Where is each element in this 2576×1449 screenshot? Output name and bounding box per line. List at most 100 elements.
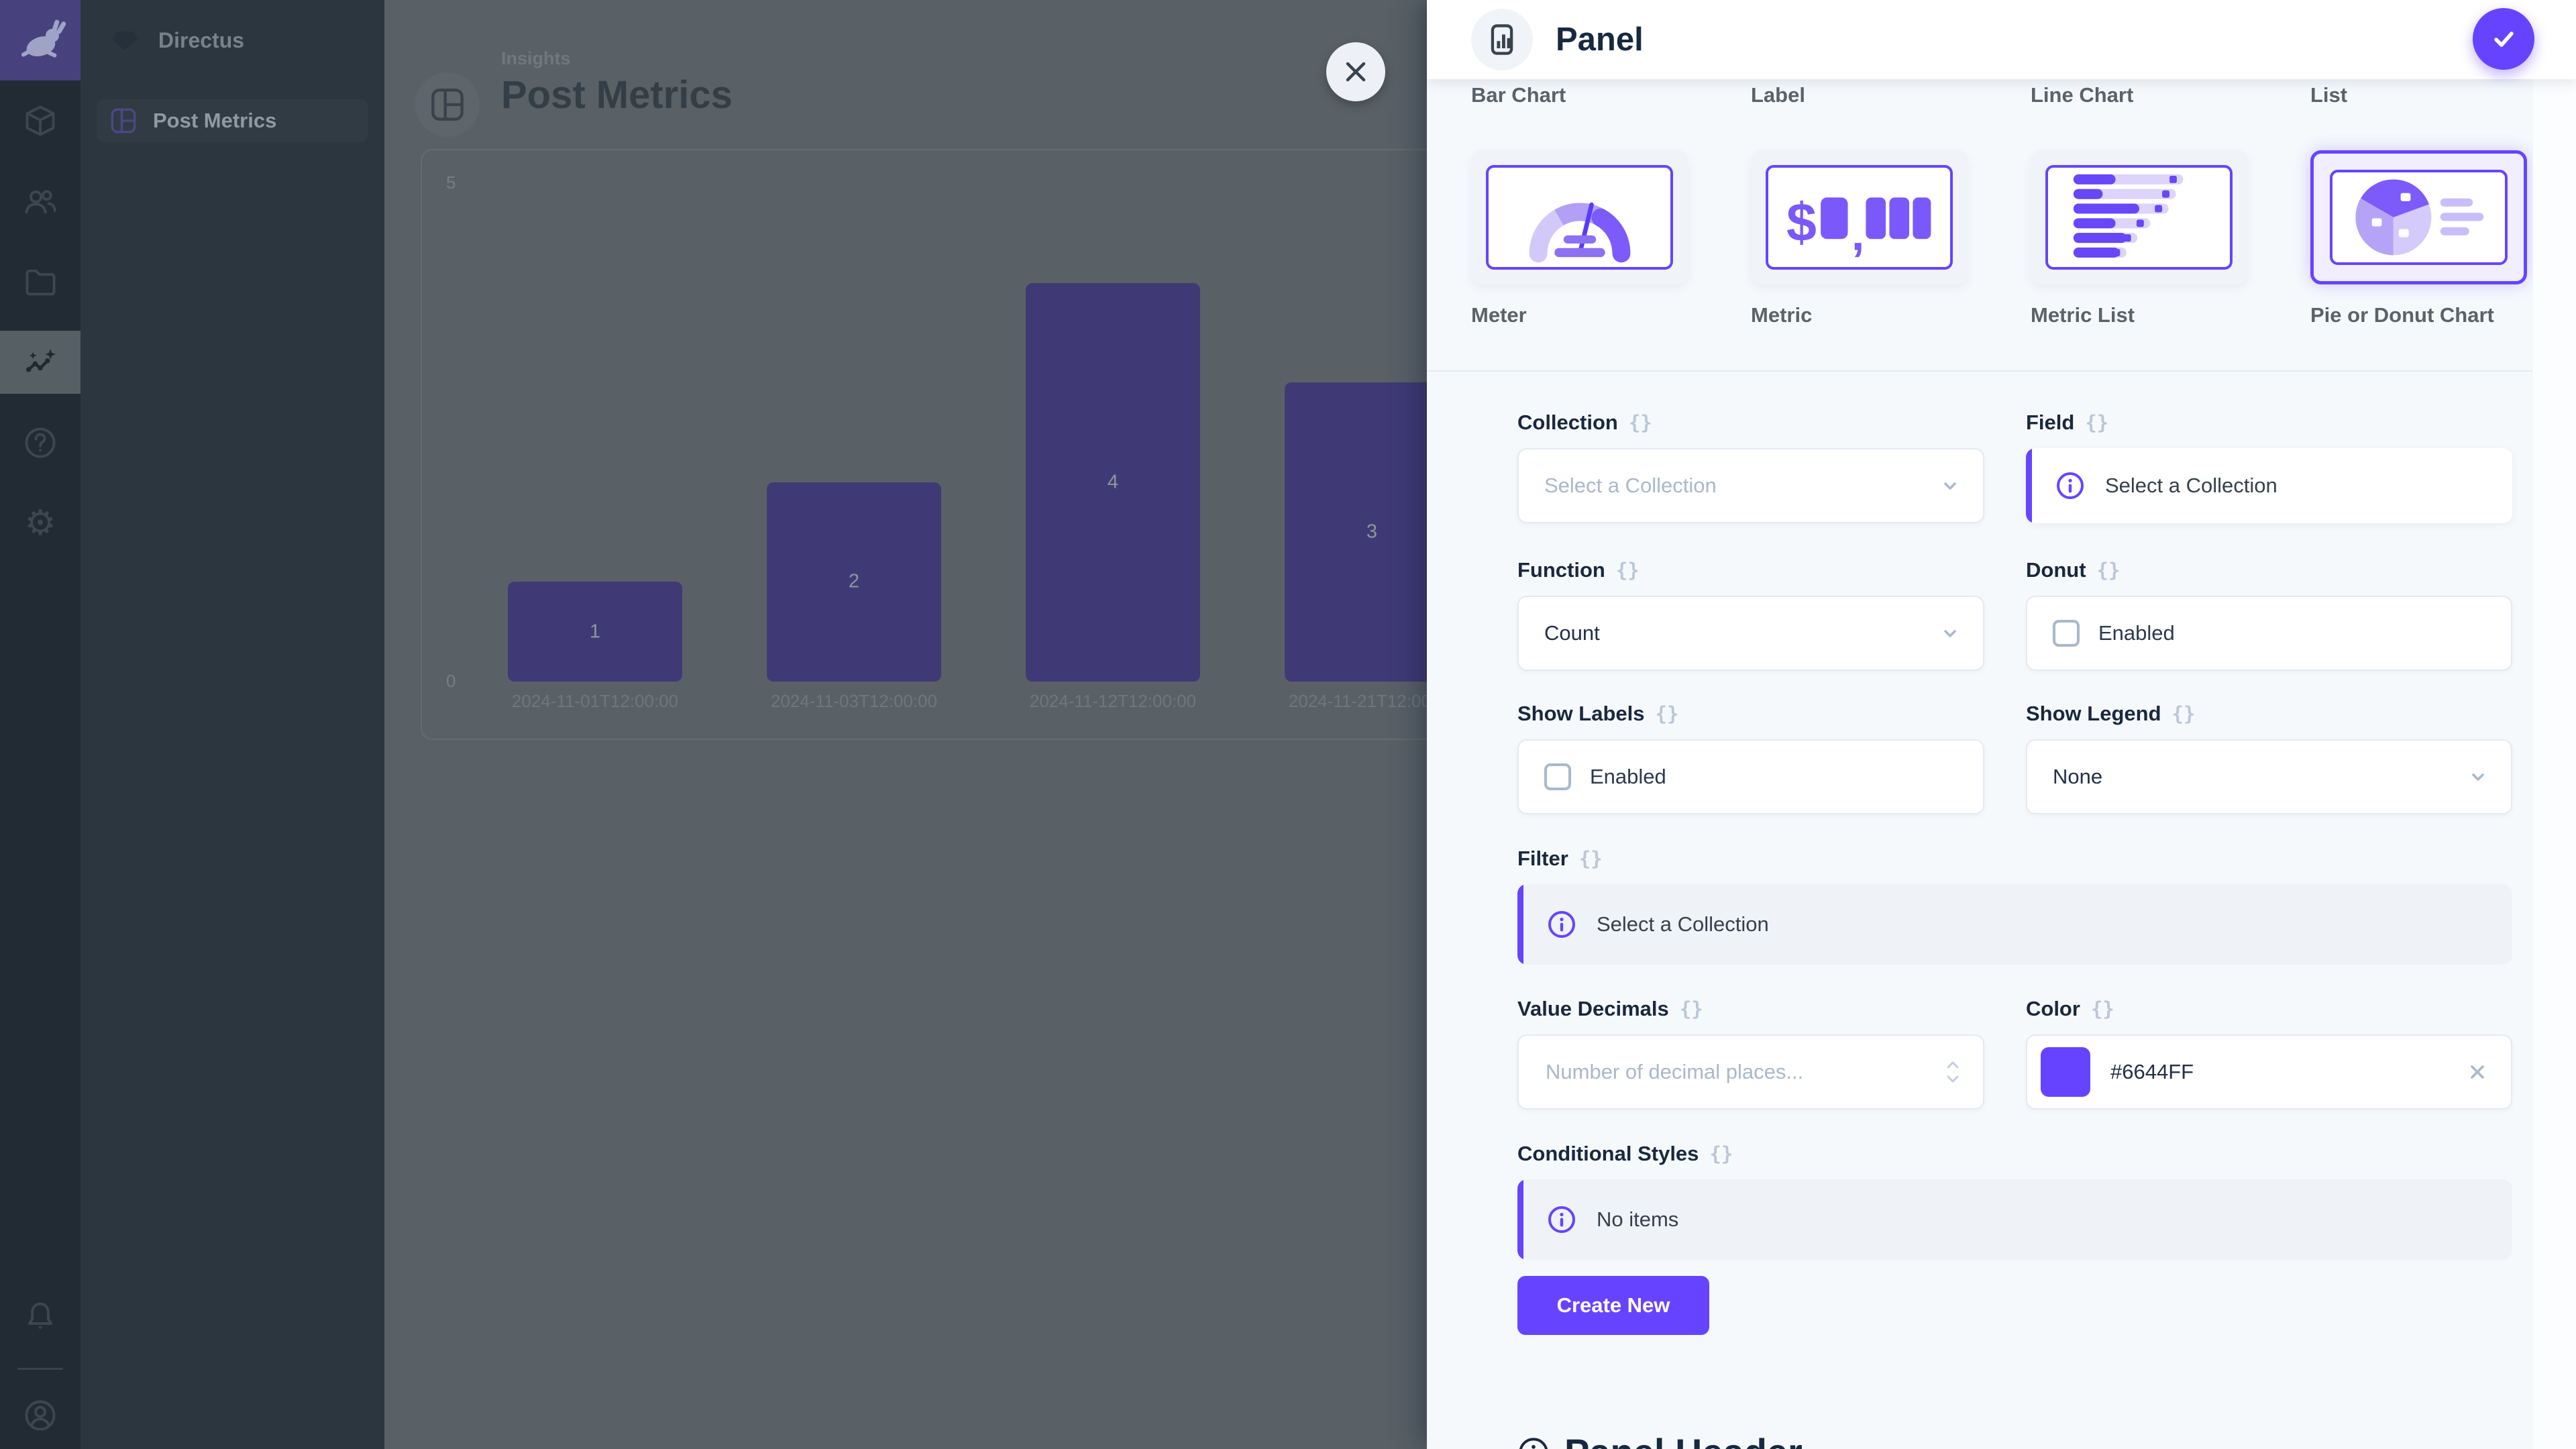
tiles-divider (1427, 370, 2532, 372)
tile-pie-or-donut-chart-selected[interactable]: Pie or Donut Chart (2310, 150, 2527, 327)
number-stepper[interactable] (1945, 1060, 1960, 1084)
tile-label[interactable]: Label (1751, 83, 1805, 106)
raw-value-icon[interactable]: {} (2171, 702, 2196, 725)
module-settings[interactable]: ⚙ (0, 483, 80, 564)
x-tick-label: 2024-11-12T12:00:00 (1029, 691, 1197, 711)
collection-select[interactable]: Select a Collection (1517, 448, 1984, 523)
filter-label: Filter (1517, 847, 1568, 870)
donut-label: Donut (2026, 558, 2086, 582)
conditional-styles-label: Conditional Styles (1517, 1142, 1699, 1165)
module-users[interactable] (0, 161, 80, 241)
project-row[interactable]: Directus (80, 0, 384, 80)
function-value: Count (1544, 621, 1600, 645)
raw-value-icon[interactable]: {} (1578, 847, 1603, 870)
svg-text:,: , (1851, 207, 1864, 260)
donut-checkbox-row[interactable]: Enabled (2026, 596, 2512, 671)
tile-label[interactable]: Line Chart (2031, 83, 2134, 106)
raw-value-icon[interactable]: {} (2096, 559, 2121, 582)
dashboard-icon-button[interactable] (415, 72, 480, 137)
tile-label: Metric List (2031, 303, 2135, 327)
account-button[interactable] (0, 1382, 80, 1449)
meter-illustration-icon (1529, 202, 1630, 263)
value-decimals-input[interactable] (1544, 1059, 1945, 1085)
close-drawer-button[interactable] (1326, 42, 1385, 101)
panel-header-section: Panel Header (1517, 1430, 2512, 1449)
tile-metric-list[interactable]: Metric List (2031, 150, 2247, 327)
raw-value-icon[interactable]: {} (2085, 411, 2109, 434)
x-tick-label: 2024-11-03T12:00:00 (770, 691, 938, 711)
save-button[interactable] (2473, 8, 2534, 70)
gear-icon: ⚙ (24, 503, 56, 543)
folder-icon (25, 269, 56, 296)
svg-text:$: $ (1786, 193, 1816, 253)
nav-item-label: Post Metrics (153, 109, 277, 132)
raw-value-icon[interactable]: {} (1655, 702, 1679, 725)
nav-sidebar: Directus Post Metrics (80, 0, 384, 1449)
nav-item-post-metrics[interactable]: Post Metrics (97, 99, 368, 142)
tile-meter[interactable]: Meter (1471, 150, 1688, 327)
module-content[interactable] (0, 80, 80, 161)
raw-value-icon[interactable]: {} (1628, 411, 1652, 434)
notifications-button[interactable] (0, 1275, 80, 1356)
value-decimals-input-wrap (1517, 1034, 1984, 1110)
project-name: Directus (158, 28, 245, 52)
module-bar: ⚙ (0, 0, 149, 1449)
module-help[interactable] (0, 402, 80, 483)
module-bar-divider (17, 1368, 63, 1370)
chevron-down-icon[interactable] (1945, 1075, 1960, 1084)
show-labels-checkbox-label: Enabled (1590, 765, 1666, 788)
raw-value-icon[interactable]: {} (1615, 559, 1640, 582)
info-icon (1548, 1206, 1575, 1233)
dashboard-icon (111, 108, 136, 133)
field-collection: Collection {} Select a Collection (1517, 411, 1984, 523)
clear-icon[interactable] (2467, 1061, 2488, 1083)
field-show-labels: Show Labels {} Enabled (1517, 702, 1984, 814)
color-swatch[interactable] (2041, 1047, 2090, 1097)
filter-notice: Select a Collection (1517, 884, 2512, 965)
create-new-button[interactable]: Create New (1517, 1276, 1709, 1335)
color-input[interactable]: #6644FF (2026, 1034, 2512, 1110)
metric-illustration-icon: $ , (1786, 193, 1931, 260)
users-icon (25, 190, 56, 214)
tile-label[interactable]: Bar Chart (1471, 83, 1566, 106)
raw-value-icon[interactable]: {} (2090, 998, 2114, 1020)
notice-text: Select a Collection (2105, 474, 2277, 497)
show-labels-checkbox[interactable] (1544, 763, 1571, 790)
help-icon (25, 427, 56, 458)
function-select[interactable]: Count (1517, 596, 1984, 671)
donut-checkbox[interactable] (2053, 620, 2080, 647)
show-legend-value: None (2053, 765, 2103, 788)
chevron-down-icon (1944, 630, 1956, 637)
tile-label[interactable]: List (2310, 83, 2348, 106)
field-donut: Donut {} Enabled (2026, 558, 2512, 671)
section-heading-text: Panel Header (1564, 1430, 1803, 1449)
panel-icon-button (1471, 9, 1533, 70)
module-insights-active[interactable] (0, 322, 149, 402)
account-circle-icon (25, 1400, 56, 1431)
collection-placeholder: Select a Collection (1544, 474, 1717, 497)
bar-chart-panel[interactable]: 1 2024-11-01T12:00:00 2 2024-11-03T12:00:00… (421, 149, 1655, 740)
metric-list-illustration-icon (2073, 174, 2183, 258)
notice-text: Select a Collection (1597, 912, 1769, 936)
tile-metric[interactable]: $ , Metric (1751, 150, 1968, 327)
raw-value-icon[interactable]: {} (1679, 998, 1703, 1020)
bar-value-label: 4 (1107, 471, 1119, 493)
chevron-up-icon[interactable] (1945, 1060, 1960, 1069)
notice-text: No items (1597, 1208, 1679, 1231)
show-labels-checkbox-row[interactable]: Enabled (1517, 739, 1984, 814)
module-files[interactable] (0, 241, 80, 322)
info-icon (1519, 1437, 1548, 1449)
raw-value-icon[interactable]: {} (1709, 1142, 1733, 1165)
directus-logo-button[interactable] (0, 0, 80, 80)
bar-value-label: 3 (1366, 521, 1378, 543)
show-labels-label: Show Labels (1517, 702, 1645, 725)
project-diamond-icon (112, 32, 138, 50)
bar-value-label: 2 (848, 570, 860, 592)
panel-options-form: Collection {} Select a Collection Field {} (1517, 411, 2576, 1449)
show-legend-select[interactable]: None (2026, 739, 2512, 814)
show-legend-label: Show Legend (2026, 702, 2161, 725)
main-header: Insights Post Metrics (384, 0, 2576, 168)
drawer-title: Panel (1556, 21, 1644, 58)
breadcrumb[interactable]: Insights (501, 48, 571, 68)
